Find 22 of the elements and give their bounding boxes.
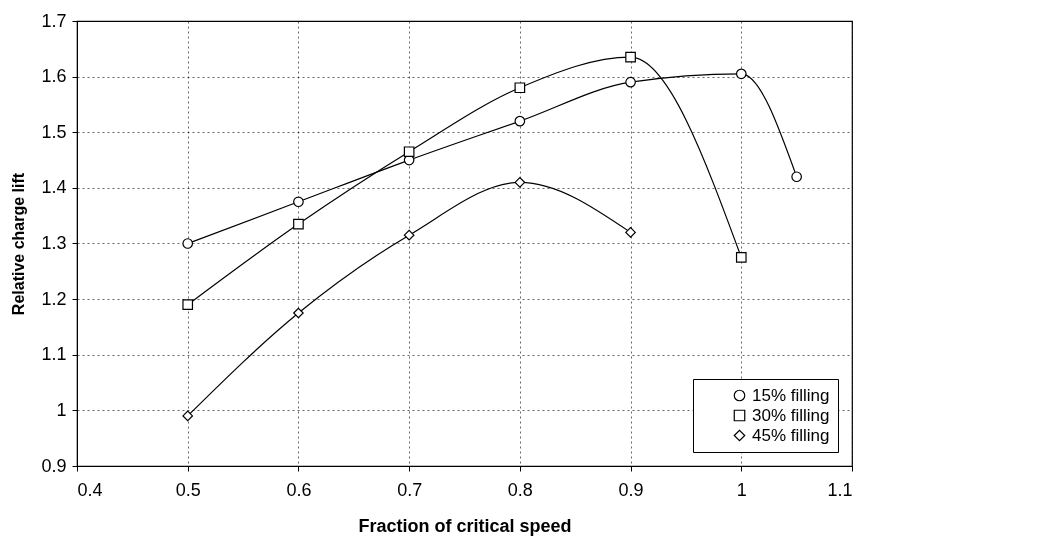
x-axis-title: Fraction of critical speed	[358, 515, 572, 536]
y-tick-label: 1.2	[41, 288, 67, 309]
x-tick-label: 0.4	[77, 479, 103, 500]
y-tick-label: 1.5	[41, 121, 67, 142]
y-tick-label: 1.3	[41, 233, 67, 253]
x-tick-label: 1.1	[827, 479, 853, 500]
y-tick-label: 1.6	[41, 66, 67, 87]
x-tick-label: 0.5	[175, 479, 201, 500]
legend-label: 30% filling	[752, 405, 830, 425]
y-axis-title: Relative charge lift	[10, 172, 28, 316]
legend-label: 45% filling	[752, 425, 830, 445]
y-tick-label: 0.9	[41, 455, 67, 476]
x-tick-label: 0.9	[618, 479, 644, 500]
x-tick-label: 0.8	[507, 479, 533, 500]
y-tick-label: 1.4	[41, 177, 67, 198]
y-tick-label: 1.7	[41, 10, 67, 31]
x-tick-label: 0.7	[397, 479, 423, 500]
y-tick-label: 1.1	[41, 344, 67, 365]
legend-label: 15% filling	[752, 385, 830, 405]
x-tick-label: 0.6	[286, 479, 312, 500]
x-tick-label: 1	[736, 479, 747, 500]
y-tick-label: 1	[56, 399, 67, 420]
